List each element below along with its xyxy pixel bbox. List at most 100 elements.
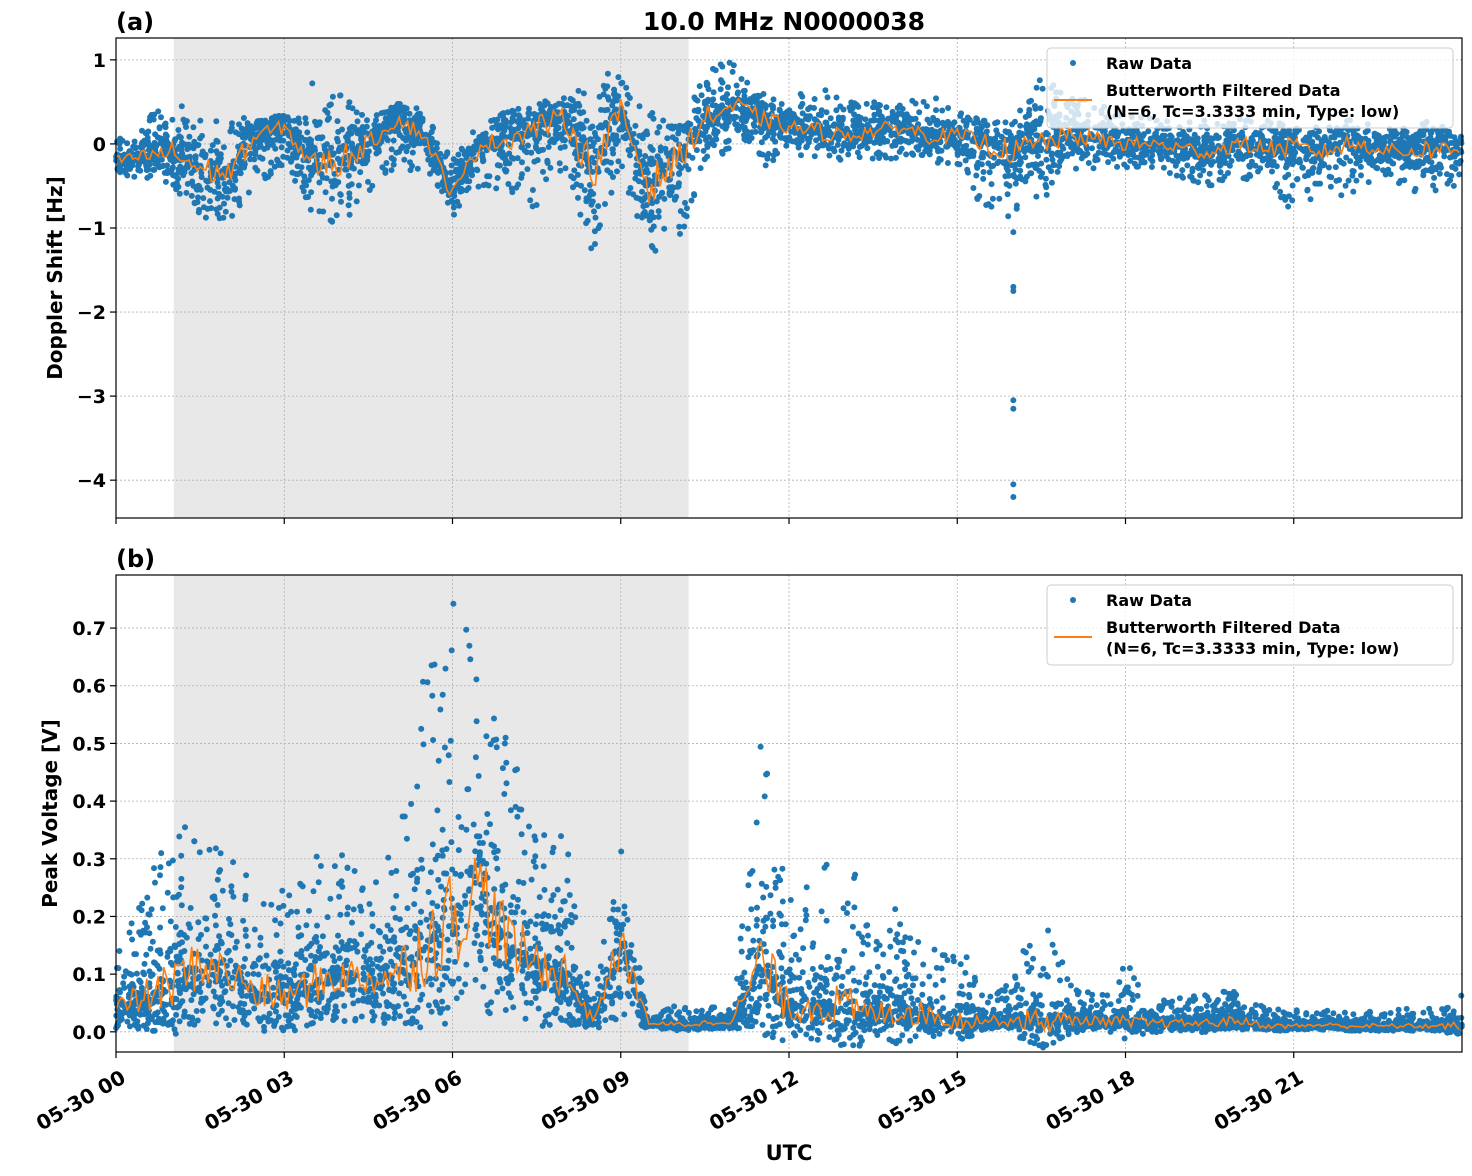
raw-data-point bbox=[766, 130, 772, 136]
raw-data-point bbox=[627, 152, 633, 158]
raw-data-point bbox=[755, 93, 761, 99]
raw-data-point bbox=[619, 80, 625, 86]
raw-data-point bbox=[391, 138, 397, 144]
raw-data-point bbox=[1207, 171, 1213, 177]
raw-data-point bbox=[292, 178, 298, 184]
raw-data-point bbox=[701, 148, 707, 154]
raw-data-point bbox=[395, 128, 401, 134]
raw-data-point bbox=[1216, 135, 1222, 141]
raw-data-point bbox=[308, 189, 314, 195]
raw-data-point bbox=[349, 181, 355, 187]
raw-data-point bbox=[232, 175, 238, 181]
raw-data-point bbox=[328, 101, 334, 107]
raw-data-point bbox=[197, 135, 203, 141]
raw-data-point bbox=[1032, 103, 1038, 109]
raw-data-point bbox=[185, 165, 191, 171]
raw-data-point bbox=[225, 195, 231, 201]
raw-data-point bbox=[1445, 181, 1451, 187]
raw-data-point bbox=[192, 156, 198, 162]
raw-data-point bbox=[614, 168, 620, 174]
raw-data-point bbox=[779, 101, 785, 107]
raw-data-point bbox=[833, 107, 839, 113]
raw-data-point bbox=[391, 1015, 397, 1021]
raw-data-point bbox=[649, 110, 655, 116]
raw-data-point bbox=[355, 118, 361, 124]
raw-data-point bbox=[961, 144, 967, 150]
raw-data-point bbox=[876, 110, 882, 116]
raw-data-point bbox=[900, 106, 906, 112]
raw-data-point bbox=[365, 179, 371, 185]
raw-data-point bbox=[563, 165, 569, 171]
raw-data-point bbox=[1358, 172, 1364, 178]
raw-data-point bbox=[173, 173, 179, 179]
raw-data-point bbox=[1369, 159, 1375, 165]
raw-data-point bbox=[1200, 168, 1206, 174]
raw-data-point bbox=[593, 215, 599, 221]
raw-data-point bbox=[825, 94, 831, 100]
raw-data-point bbox=[872, 139, 878, 145]
raw-data-point bbox=[1174, 173, 1180, 179]
raw-data-point bbox=[252, 151, 258, 157]
raw-data-point bbox=[996, 196, 1002, 202]
raw-data-point bbox=[640, 203, 646, 209]
raw-data-point bbox=[1129, 149, 1135, 155]
raw-data-outlier bbox=[1010, 494, 1016, 500]
raw-data-point bbox=[221, 201, 227, 207]
raw-data-point bbox=[726, 114, 732, 120]
raw-data-point bbox=[376, 147, 382, 153]
raw-data-point bbox=[1306, 169, 1312, 175]
raw-data-point bbox=[957, 161, 963, 167]
raw-data-point bbox=[216, 191, 222, 197]
raw-data-point bbox=[568, 96, 574, 102]
raw-data-point bbox=[185, 181, 191, 187]
raw-data-point bbox=[163, 179, 169, 185]
raw-data-point bbox=[525, 116, 531, 122]
raw-data-point bbox=[579, 122, 585, 128]
raw-data-point bbox=[805, 106, 811, 112]
raw-data-point bbox=[751, 121, 757, 127]
raw-data-point bbox=[627, 95, 633, 101]
raw-data-point bbox=[291, 118, 297, 124]
raw-data-point bbox=[502, 167, 508, 173]
raw-data-point bbox=[711, 142, 717, 148]
raw-data-point bbox=[613, 141, 619, 147]
raw-data-point bbox=[781, 121, 787, 127]
raw-data-point bbox=[305, 146, 311, 152]
raw-data-point bbox=[926, 146, 932, 152]
raw-data-point bbox=[555, 887, 561, 893]
raw-data-point bbox=[1038, 105, 1044, 111]
raw-data-point bbox=[190, 124, 196, 130]
raw-data-point bbox=[1289, 197, 1295, 203]
raw-data-point bbox=[1249, 135, 1255, 141]
raw-data-point bbox=[400, 108, 406, 114]
raw-data-point bbox=[303, 182, 309, 188]
raw-data-point bbox=[1043, 130, 1049, 136]
raw-data-point bbox=[336, 157, 342, 163]
raw-data-point bbox=[540, 169, 546, 175]
raw-data-point bbox=[702, 156, 708, 162]
raw-data-point bbox=[274, 157, 280, 163]
raw-data-point bbox=[503, 157, 509, 163]
raw-data-point bbox=[1343, 183, 1349, 189]
raw-data-point bbox=[156, 164, 162, 170]
raw-data-point bbox=[389, 155, 395, 161]
raw-data-point bbox=[895, 120, 901, 126]
raw-data-point bbox=[268, 171, 274, 177]
raw-data-point bbox=[401, 157, 407, 163]
raw-data-point bbox=[1065, 151, 1071, 157]
raw-data-point bbox=[215, 139, 221, 145]
raw-data-point bbox=[789, 957, 795, 963]
raw-data-point bbox=[396, 149, 402, 155]
raw-data-point bbox=[661, 196, 667, 202]
raw-data-point bbox=[419, 116, 425, 122]
raw-data-point bbox=[611, 87, 617, 93]
raw-data-point bbox=[519, 143, 525, 149]
raw-data-point bbox=[1363, 129, 1369, 135]
raw-data-point bbox=[913, 101, 919, 107]
raw-data-point bbox=[1218, 162, 1224, 168]
raw-data-point bbox=[979, 161, 985, 167]
raw-data-point bbox=[1274, 181, 1280, 187]
raw-data-point bbox=[409, 139, 415, 145]
raw-data-point bbox=[664, 150, 670, 156]
